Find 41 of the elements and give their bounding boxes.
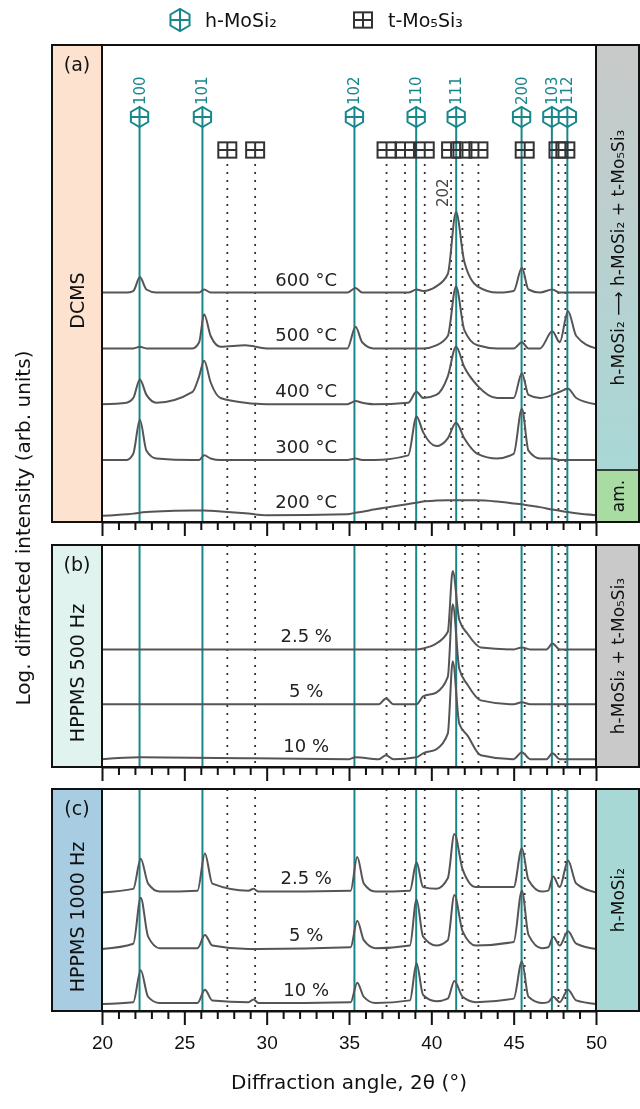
chart-title: (c): [64, 797, 90, 819]
text: am.: [607, 479, 628, 513]
series-label: 2.5 %: [280, 625, 332, 647]
x-tick-label: 50: [585, 1031, 608, 1053]
text: h-MoSi₂: [607, 867, 628, 933]
x-tick-label: 20: [91, 1031, 114, 1053]
x-tick-label: 25: [174, 1031, 196, 1053]
text: DCMS: [66, 272, 88, 329]
text: h-MoSi₂ ⟶ h-MoSi₂ + t-Mo₅Si₃: [607, 129, 628, 386]
text: t-Mo₅Si₃: [388, 9, 463, 31]
annotation: 200: [512, 76, 531, 105]
text: HPPMS 1000 Hz: [66, 841, 88, 993]
annotation: 112: [558, 76, 577, 105]
x-tick-label: 40: [421, 1031, 443, 1053]
annotation: 103: [542, 76, 561, 105]
y-axis-title: Log. diffracted intensity (arb. units): [11, 350, 35, 706]
series-label: 400 °C: [275, 380, 338, 402]
chart-title: (a): [63, 53, 91, 75]
annotation: 111: [447, 76, 466, 105]
chart-title: (b): [63, 553, 91, 575]
annotation: 202: [434, 178, 453, 207]
series-label: 300 °C: [275, 436, 338, 457]
series-label: 10 %: [283, 978, 330, 1000]
x-tick-label: 30: [256, 1031, 278, 1053]
x-tick-label: 45: [503, 1031, 525, 1053]
annotation: 110: [407, 76, 426, 105]
annotation: 102: [345, 76, 364, 105]
annotation: 101: [193, 76, 212, 105]
text: h-MoSi₂: [205, 9, 277, 31]
series-label: 10 %: [283, 734, 330, 756]
series-label: 200 °C: [275, 490, 338, 512]
text: h-MoSi₂ + t-Mo₅Si₃: [607, 577, 628, 735]
x-tick-label: 35: [338, 1031, 361, 1053]
series-label: 5 %: [289, 924, 324, 946]
series-label: 500 °C: [275, 324, 338, 346]
series-label: 600 °C: [275, 268, 338, 290]
annotation: 100: [130, 76, 149, 105]
text: HPPMS 500 Hz: [66, 603, 88, 743]
series-label: 2.5 %: [280, 867, 332, 889]
x-axis-title: Diffraction angle, 2θ (°): [230, 1070, 468, 1094]
series-label: 5 %: [289, 680, 324, 702]
